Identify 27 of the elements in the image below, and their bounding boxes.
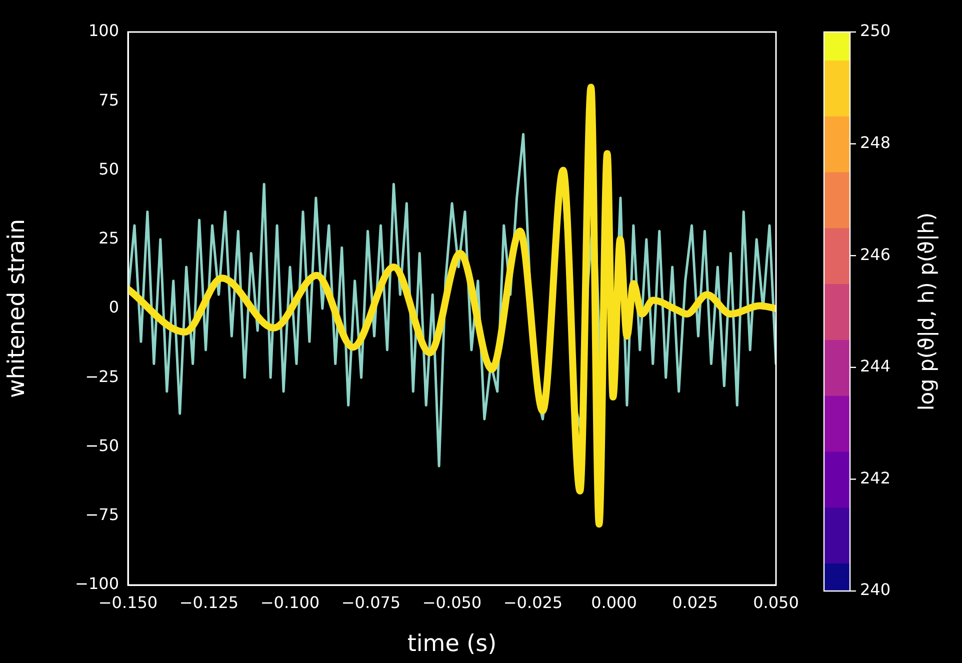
color-bar-title: log p(ϑ|d, h) p(ϑ|h)	[914, 212, 938, 411]
y-tick-label: 0	[108, 298, 119, 317]
x-tick-label: −0.025	[503, 592, 563, 612]
y-tick-label: 25	[98, 228, 119, 248]
color-bar-label: 240	[860, 580, 891, 600]
y-tick-label: −50	[85, 436, 119, 455]
color-bar-label: 244	[860, 356, 891, 376]
x-tick-label: −0.100	[260, 592, 320, 612]
x-tick-label: 0.025	[672, 592, 718, 612]
color-bar-label: 246	[860, 244, 891, 264]
x-tick-label: −0.150	[98, 592, 158, 612]
x-tick-label: −0.125	[179, 592, 239, 612]
y-tick-label: 100	[88, 21, 119, 40]
x-tick-label: −0.075	[341, 592, 401, 612]
x-tick-label: 0.050	[753, 592, 799, 612]
y-tick-label: 50	[98, 159, 119, 178]
x-tick-label: −0.050	[422, 592, 482, 612]
color-bar-label: 242	[860, 468, 891, 488]
y-axis-title: whitened strain	[4, 218, 30, 398]
y-tick-label: −25	[85, 366, 119, 386]
x-tick-label: 0.000	[591, 592, 637, 612]
x-axis-title: time (s)	[407, 631, 497, 658]
color-bar-label: 248	[860, 132, 891, 152]
color-bar-label: 250	[860, 21, 891, 40]
y-tick-label: −75	[85, 505, 119, 524]
y-tick-label: −100	[75, 574, 119, 594]
y-tick-label: 75	[98, 90, 119, 110]
